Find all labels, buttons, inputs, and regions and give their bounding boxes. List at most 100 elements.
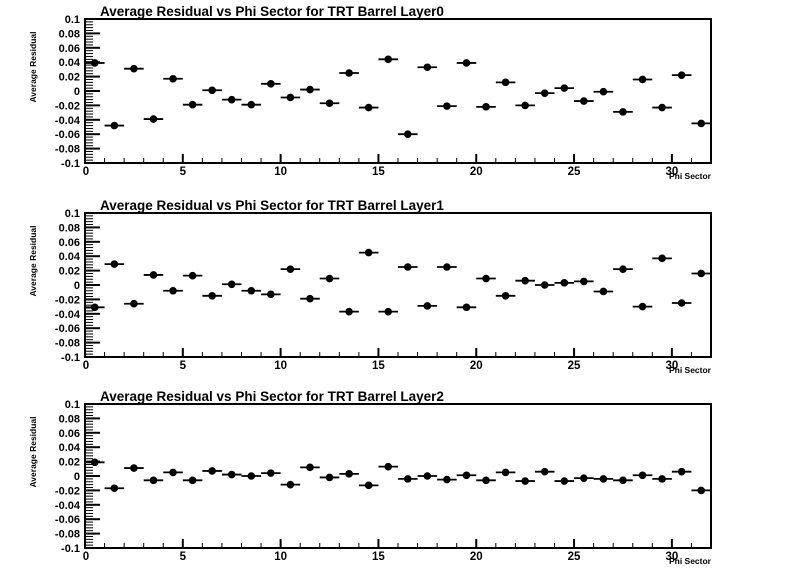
plot-frame [84, 403, 712, 549]
chart-title: Average Residual vs Phi Sector for TRT B… [100, 389, 444, 404]
y-tick-label: 0 [74, 471, 80, 483]
y-tick-label: 0.06 [59, 428, 80, 440]
y-tick-label: 0.06 [59, 43, 80, 55]
data-point [482, 476, 490, 485]
data-point [325, 473, 334, 482]
y-tick-label: 0.1 [65, 208, 80, 220]
data-point [247, 472, 256, 480]
data-point [462, 59, 471, 67]
chart-trt-barrel-layer1: Average Residual vs Phi Sector for TRT B… [28, 198, 712, 375]
data-point [482, 103, 490, 111]
y-tick-label: -0.04 [55, 500, 81, 512]
data-point [580, 97, 588, 105]
x-axis-title: Phi Sector [669, 365, 712, 375]
data-point [482, 274, 490, 283]
data-point [227, 95, 236, 104]
data-point [286, 265, 295, 273]
data-point [423, 63, 432, 72]
data-point [501, 468, 510, 477]
plot-frame [84, 212, 712, 358]
data-point [501, 78, 510, 87]
data-point [188, 100, 197, 109]
data-point [443, 102, 451, 110]
data-point [384, 307, 393, 316]
y-tick-label: 0.02 [59, 266, 80, 278]
y-axis: 0.1 0.08 0.06 0.04 0.02 0 -0.02 -0.04 -0.06 -0.08… [55, 399, 100, 555]
data-point [149, 271, 158, 279]
y-tick-label: 0.1 [65, 14, 80, 26]
y-tick-label: -0.08 [55, 529, 80, 541]
x-tick-label: 0 [83, 360, 89, 372]
data-point [423, 472, 432, 480]
data-point [540, 467, 549, 476]
x-tick-label: 5 [180, 360, 187, 372]
data-point [325, 274, 334, 283]
y-tick-label: 0 [74, 280, 80, 292]
data-point [364, 248, 373, 257]
data-point [599, 475, 608, 483]
data-point [286, 480, 295, 489]
data-point [560, 477, 569, 485]
y-tick-label: -0.04 [55, 309, 81, 321]
data-point [540, 281, 549, 289]
data-point [345, 69, 353, 77]
data-point [130, 464, 138, 472]
x-axis-title: Phi Sector [669, 556, 712, 566]
data-point [169, 468, 177, 477]
data-point [208, 467, 216, 475]
x-tick-label: 25 [568, 551, 581, 563]
y-tick-label: 0.04 [59, 57, 81, 69]
data-point [188, 476, 197, 485]
data-point [227, 280, 236, 289]
data-point [110, 121, 119, 130]
data-point [619, 108, 627, 116]
data-point [247, 100, 256, 109]
data-point [403, 263, 412, 271]
data-point [677, 299, 686, 307]
data-point [149, 115, 158, 123]
data-point [306, 85, 314, 94]
data-point [658, 475, 666, 483]
data-point [462, 471, 471, 480]
data-point [423, 302, 432, 310]
data-point [462, 303, 471, 312]
data-point [599, 87, 608, 96]
y-tick-label: -0.02 [55, 100, 80, 112]
y-tick-label: -0.1 [61, 543, 80, 555]
x-tick-label: 15 [372, 166, 385, 178]
y-tick-label: 0.1 [65, 399, 80, 411]
data-point [267, 290, 275, 299]
y-tick-label: 0.04 [59, 442, 81, 454]
y-tick-label: 0.08 [59, 28, 80, 40]
data-point [345, 307, 353, 316]
y-tick-label: 0.08 [59, 222, 80, 234]
data-point [619, 265, 627, 273]
data-point [90, 59, 99, 67]
data-point [364, 103, 373, 112]
x-tick-label: 30 [665, 551, 678, 563]
y-tick-label: -0.02 [55, 294, 80, 306]
data-point [658, 103, 666, 112]
data-point [149, 476, 158, 485]
data-point [658, 254, 666, 263]
data-point [403, 130, 412, 138]
x-tick-label: 25 [568, 360, 581, 372]
x-tick-label: 15 [372, 551, 385, 563]
y-tick-label: 0.02 [59, 457, 80, 469]
data-point [501, 292, 510, 300]
data-point [110, 260, 119, 268]
y-tick-label: -0.06 [55, 514, 80, 526]
data-point [521, 477, 529, 485]
data-point [677, 71, 686, 79]
data-point [638, 302, 647, 311]
data-point [521, 101, 529, 110]
y-axis-title: Average Residual [28, 225, 38, 296]
x-tick-label: 0 [83, 166, 89, 178]
data-point [403, 475, 412, 483]
series-points [85, 458, 711, 495]
x-axis: 0 5 10 15 20 25 30 [83, 154, 692, 178]
x-tick-label: 0 [83, 551, 89, 563]
y-tick-label: -0.08 [55, 338, 80, 350]
data-point [697, 119, 706, 128]
y-tick-label: 0.02 [59, 72, 80, 84]
